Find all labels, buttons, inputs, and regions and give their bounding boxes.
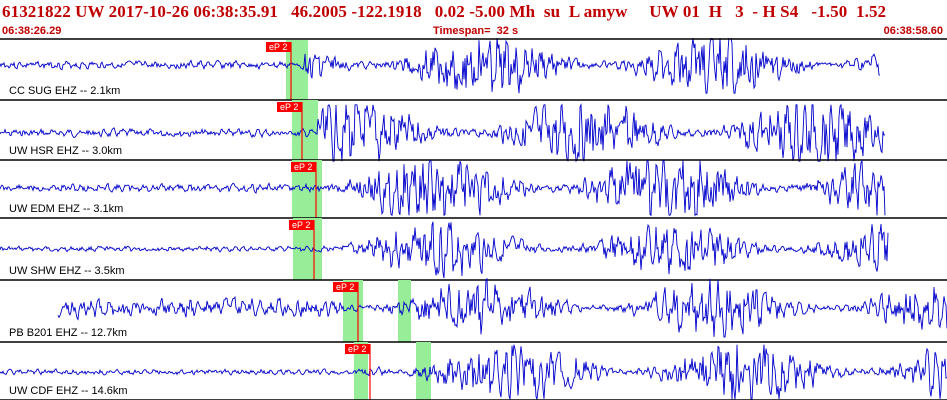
station-label: UW HSR EHZ -- 3.0km: [9, 145, 122, 157]
pick-tag: [277, 102, 302, 112]
pick-tag: [333, 282, 358, 292]
waveform-trace: [0, 103, 886, 163]
pick-label: eP 2: [348, 344, 366, 354]
trace-panel: eP 2 UW EDM EHZ -- 3.1km: [0, 159, 947, 219]
end-time: 06:38:58.60: [883, 25, 943, 37]
pick-tag: [345, 344, 370, 354]
waveform-trace: [57, 278, 947, 338]
pick-tag: [289, 220, 314, 230]
seismogram-panels: eP 2 CC SUG EHZ -- 2.1km eP 2 UW HSR EHZ --…: [0, 38, 947, 400]
station-label: UW EDM EHZ -- 3.1km: [9, 203, 123, 215]
waveform-trace: [0, 159, 886, 217]
trace-panel: eP 2 PB B201 EHZ -- 12.7km: [0, 278, 947, 343]
timespan-label: Timespan= 32 s: [433, 25, 519, 37]
trace-panel: eP 2 CC SUG EHZ -- 2.1km: [0, 38, 947, 101]
waveform-trace: [0, 38, 881, 94]
trace-panel: eP 2 UW SHW EHZ -- 3.5km: [0, 218, 947, 281]
waveform-trace: [0, 344, 947, 400]
header: 61321822 UW 2017-10-26 06:38:35.91 46.20…: [0, 0, 947, 38]
pick-label: eP 2: [294, 162, 312, 172]
station-label: UW SHW EHZ -- 3.5km: [9, 265, 125, 277]
pick-label: eP 2: [292, 220, 310, 230]
station-label: PB B201 EHZ -- 12.7km: [9, 327, 127, 339]
pick-tag: [266, 42, 291, 52]
start-time: 06:38:26.29: [2, 25, 62, 37]
pick-window-secondary: [398, 280, 411, 342]
trace-panel: eP 2 UW CDF EHZ -- 14.6km: [0, 342, 947, 400]
pick-tag: [291, 162, 316, 172]
station-label: CC SUG EHZ -- 2.1km: [9, 85, 120, 97]
event-title: 61321822 UW 2017-10-26 06:38:35.91 46.20…: [2, 2, 887, 21]
pick-label: eP 2: [280, 102, 298, 112]
trace-panel: eP 2 UW HSR EHZ -- 3.0km: [0, 100, 947, 163]
pick-label: eP 2: [269, 42, 287, 52]
pick-label: eP 2: [336, 282, 354, 292]
station-label: UW CDF EHZ -- 14.6km: [9, 385, 128, 397]
waveform-trace: [0, 221, 889, 279]
